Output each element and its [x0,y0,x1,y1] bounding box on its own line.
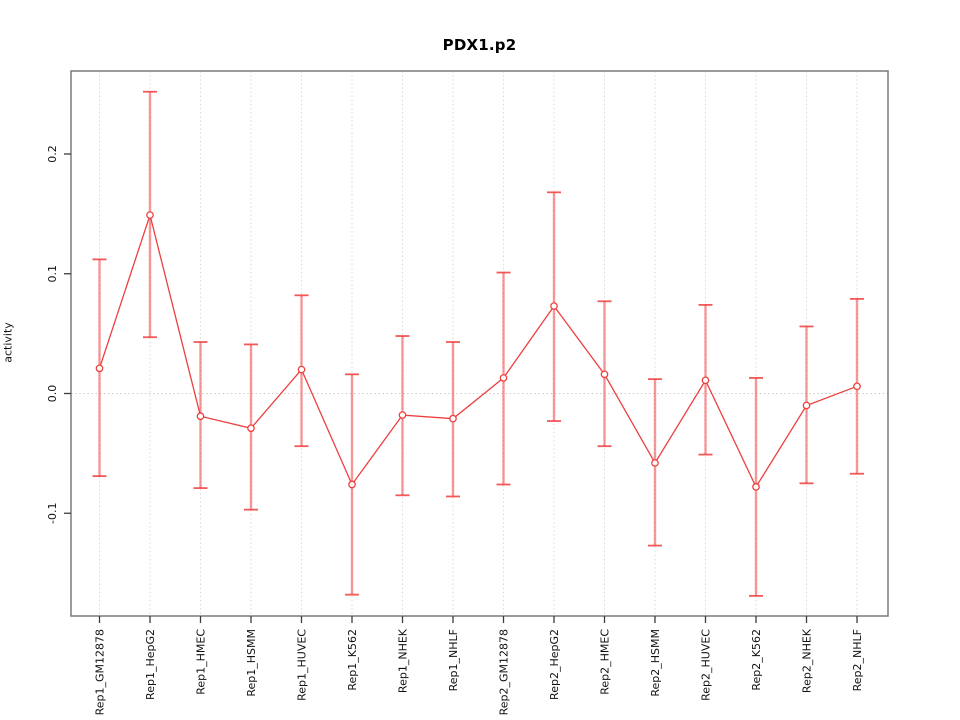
x-tick-label: Rep1_HepG2 [144,629,157,700]
x-tick-label: Rep2_GM12878 [498,629,511,715]
x-tick-label: Rep1_NHLF [447,629,460,691]
y-tick-label: 0.0 [46,385,59,403]
data-point-marker [600,370,609,379]
data-point-marker [398,411,407,419]
x-tick-label: Rep2_HUVEC [700,629,713,701]
x-tick-label: Rep2_K562 [750,629,763,691]
data-point-marker [247,424,255,433]
x-tick-label: Rep1_HUVEC [296,629,309,701]
chart-title: PDX1.p2 [442,36,517,54]
x-tick-label: Rep1_HSMM [245,629,258,697]
y-tick-label: 0.1 [46,265,59,283]
data-point-marker [752,483,760,491]
x-tick-label: Rep1_K562 [346,629,359,691]
data-point-marker [853,382,861,391]
x-tick-label: Rep1_GM12878 [94,629,107,715]
data-point-marker [701,376,710,385]
data-point-marker [802,401,811,410]
x-tick-label: Rep2_NHEK [801,628,814,693]
x-tick-label: Rep2_HMEC [599,629,612,695]
x-tick-label: Rep2_NHLF [851,629,864,691]
data-point-marker [550,302,558,310]
data-point-marker [499,374,508,382]
y-tick-label: -0.1 [46,503,59,524]
data-point-marker [95,364,104,373]
data-point-marker [348,480,356,489]
data-point-marker [196,412,205,421]
data-point-marker [146,211,154,219]
y-tick-label: 0.2 [46,145,59,163]
x-tick-label: Rep2_HepG2 [548,629,561,700]
x-tick-label: Rep1_HMEC [195,629,208,695]
data-point-marker [297,365,306,374]
plot-border-box [70,70,889,617]
data-point-marker [651,459,659,467]
data-point-marker [449,414,457,423]
x-tick-label: Rep1_NHEK [397,628,410,693]
series-line [98,212,858,489]
x-tick-label: Rep2_HSMM [649,629,662,697]
